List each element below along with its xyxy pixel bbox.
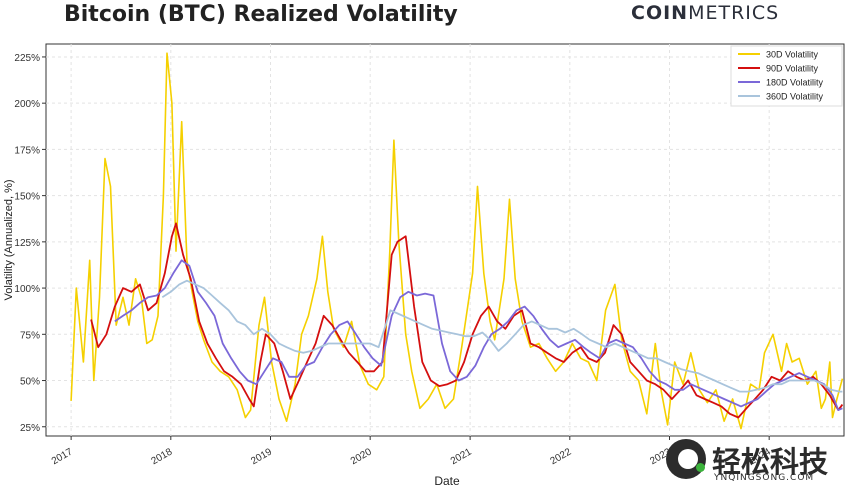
x-tick-label: 2022 <box>549 446 574 467</box>
brand-logo: COINMETRICS <box>631 2 779 24</box>
x-tick-label: 2021 <box>449 446 474 467</box>
x-axis-label: Date <box>434 474 460 487</box>
series-line-2 <box>114 259 843 411</box>
brand-logo-light: METRICS <box>688 2 780 24</box>
y-tick-label: 200% <box>14 99 40 110</box>
y-tick-label: 100% <box>14 284 40 295</box>
y-axis-ticks: 25% 50% 75% 100% 125% 150% 175% 200% 225% <box>14 53 46 434</box>
watermark: 轻松科技 YNQINGSONG.COM <box>662 437 847 487</box>
series-line-0 <box>70 52 844 430</box>
x-tick-label: 2020 <box>349 446 374 467</box>
watermark-sub: YNQINGSONG.COM <box>714 473 815 483</box>
y-tick-label: 75% <box>20 330 40 341</box>
series-line-1 <box>90 222 844 419</box>
page-title: Bitcoin (BTC) Realized Volatility <box>64 2 458 27</box>
y-tick-label: 125% <box>14 238 40 249</box>
series-line-3 <box>161 279 843 393</box>
y-tick-label: 50% <box>20 377 40 388</box>
x-tick-label: 2017 <box>50 446 75 467</box>
series-lines <box>70 52 844 430</box>
brand-logo-bold: COIN <box>631 2 689 24</box>
plot-frame <box>45 43 845 437</box>
y-axis-label: Volatility (Annualized, %) <box>3 179 15 300</box>
legend: 30D Volatility 90D Volatility 180D Volatil… <box>730 45 843 107</box>
legend-label: 360D Volatility <box>766 92 824 102</box>
legend-label: 30D Volatility <box>766 50 819 60</box>
leaf-logo-icon <box>666 439 706 479</box>
x-tick-label: 2019 <box>249 446 274 467</box>
y-tick-label: 225% <box>14 53 40 64</box>
x-tick-label: 2018 <box>150 446 175 467</box>
legend-label: 180D Volatility <box>766 78 824 88</box>
watermark-text: 轻松科技 <box>712 445 829 479</box>
legend-label: 90D Volatility <box>766 64 819 74</box>
y-tick-label: 25% <box>20 423 40 434</box>
y-tick-label: 150% <box>14 192 40 203</box>
y-tick-label: 175% <box>14 145 40 156</box>
